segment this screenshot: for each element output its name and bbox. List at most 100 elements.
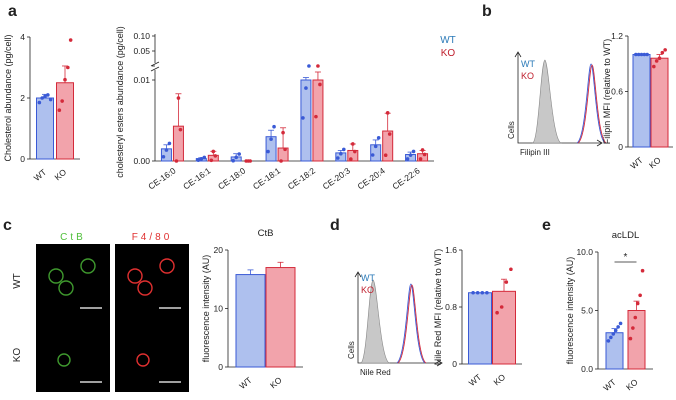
d_hist-isotype-histogram xyxy=(360,279,391,364)
a1-data-point xyxy=(63,77,67,82)
c-y-tick-label: 10 xyxy=(214,304,224,314)
a2-data-point xyxy=(174,159,179,163)
b_hist-x-axis-label: Filipin III xyxy=(520,148,550,157)
b-y-tick-label: 1.2 xyxy=(611,31,623,41)
image-col-label-f480: F4/80 xyxy=(132,232,173,243)
a2-bar-ko xyxy=(277,147,289,162)
a2-bar-ko xyxy=(347,149,359,162)
a2-bar-wt xyxy=(265,136,277,162)
a2-axis-break-mark xyxy=(150,61,160,67)
a2-data-point xyxy=(307,64,311,68)
a2-x-tick-label: CE-20:3 xyxy=(321,165,353,191)
cell-outline xyxy=(58,280,74,296)
d-y-axis-label: Nile Red MFI (relative to WT) xyxy=(433,249,443,366)
b_hist-ko-histogram xyxy=(577,64,607,144)
e-data-point xyxy=(618,321,623,326)
d-data-point xyxy=(480,290,485,295)
c-bar-wt xyxy=(235,274,266,368)
e-data-point xyxy=(611,332,616,336)
legend-wt: WT xyxy=(440,35,456,46)
e-y-tick-label: 10.0 xyxy=(576,247,593,257)
c-y-tick-label: 20 xyxy=(214,245,224,255)
a2-x-tick-label: CE-18:0 xyxy=(216,165,248,191)
a2-data-point xyxy=(234,155,238,160)
legend-ko: KO xyxy=(441,48,456,59)
c-x-tick-label: WT xyxy=(237,375,254,391)
a1-y-axis-label: Cholesterol abundance (pg/cell) xyxy=(3,34,13,161)
image-row-label-ko: KO xyxy=(12,348,23,363)
a2-x-tick-label: CE-18:1 xyxy=(251,165,283,191)
a2-x-tick-label: CE-16:0 xyxy=(146,165,178,191)
d-bar-ko xyxy=(492,290,516,365)
d_hist-ko-histogram xyxy=(397,284,427,364)
a2-data-point xyxy=(351,142,355,146)
d_hist-x-arrow xyxy=(436,359,443,367)
a2-y-tick-label: 0.00 xyxy=(133,156,150,166)
a2-data-point xyxy=(246,159,250,163)
a1-data-point xyxy=(43,94,47,99)
a2-data-point xyxy=(266,149,270,154)
cell-outline xyxy=(80,258,96,274)
e-data-point xyxy=(635,301,640,306)
e-y-axis-label: fluorescence intensity (AU) xyxy=(565,257,575,365)
a2-bar-ko xyxy=(207,154,219,162)
a2-data-point xyxy=(272,124,276,129)
d-data-point xyxy=(499,305,504,309)
cell-outline xyxy=(136,353,150,367)
a2-data-point xyxy=(420,148,425,152)
b-bar-ko xyxy=(650,57,669,148)
d-y-tick-label: 0.8 xyxy=(445,302,457,312)
a2-data-point xyxy=(269,137,273,141)
d-x-tick-label: KO xyxy=(491,372,507,388)
a2-data-point xyxy=(164,148,169,152)
a1-data-point xyxy=(46,93,50,97)
e-data-point xyxy=(638,293,642,298)
a2-data-point xyxy=(339,151,343,156)
d-data-point xyxy=(509,267,513,272)
cell-outline xyxy=(48,268,64,284)
b-y-tick-label: 0 xyxy=(618,142,623,152)
a2-data-point xyxy=(383,153,388,158)
b_hist-axes xyxy=(517,52,602,144)
e-bar-wt xyxy=(605,332,624,370)
panel-label-b: b xyxy=(482,3,492,20)
a1-y-tick-label: 0 xyxy=(20,154,25,164)
a1-data-point xyxy=(60,99,64,103)
a2-data-point xyxy=(161,154,166,159)
e-data-point xyxy=(606,339,611,343)
b-bar-wt xyxy=(632,54,651,148)
b_hist-legend-ko: KO xyxy=(521,71,534,81)
b_hist-y-axis-label: Cells xyxy=(507,121,516,139)
a2-data-point xyxy=(211,149,216,154)
cell-outline xyxy=(137,280,153,296)
a2-data-point xyxy=(202,155,207,160)
a2-data-point xyxy=(231,158,235,163)
b-data-point xyxy=(634,52,638,57)
d_hist-y-arrow xyxy=(354,271,362,278)
b-data-point xyxy=(660,50,665,55)
a2-x-tick-label: CE-22:6 xyxy=(390,165,422,191)
b_hist-isotype-histogram xyxy=(532,59,563,144)
b-y-tick-label: 0.6 xyxy=(611,87,623,97)
micrograph-ctb-ko xyxy=(36,318,110,392)
e-y-tick-label: 5.0 xyxy=(581,306,593,316)
a2-data-point xyxy=(342,147,346,152)
a2-data-point xyxy=(376,136,381,140)
d_hist-wt-histogram xyxy=(396,283,426,364)
a2-data-point xyxy=(213,154,218,158)
a2-data-point xyxy=(314,114,318,119)
b-data-point xyxy=(639,52,644,57)
a2-bar-wt xyxy=(300,79,312,162)
b_hist-wt-histogram xyxy=(576,63,606,144)
cell-outline xyxy=(57,353,71,367)
a2-y-tick-label: 0.10 xyxy=(133,31,150,41)
e-significance-star: * xyxy=(624,252,628,263)
image-row-label-wt: WT xyxy=(12,273,23,289)
micrograph-f480-wt xyxy=(115,244,189,318)
a1-data-point xyxy=(48,97,53,102)
a2-data-point xyxy=(301,116,305,120)
a2-bar-ko xyxy=(382,130,394,162)
a1-data-point xyxy=(40,96,44,100)
a2-data-point xyxy=(385,111,390,115)
a1-data-point xyxy=(37,100,42,105)
